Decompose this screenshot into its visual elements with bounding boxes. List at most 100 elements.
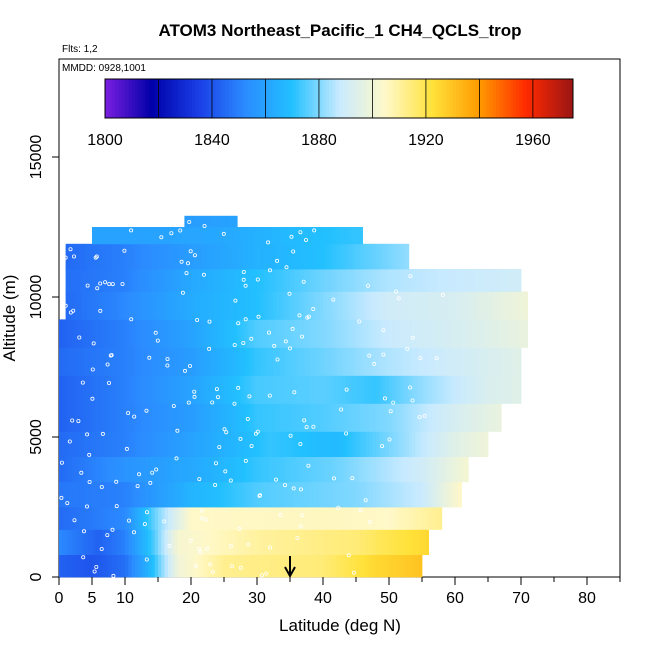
heatmap-cell	[481, 375, 486, 404]
heatmap-cell	[154, 431, 159, 457]
heatmap-cell	[365, 529, 370, 555]
heatmap-cell	[336, 456, 340, 483]
heatmap-cell	[134, 456, 139, 483]
colorbar-swatch	[402, 79, 407, 118]
heatmap-cell	[270, 269, 274, 292]
colorbar-swatch	[539, 79, 544, 118]
heatmap-cell	[431, 375, 436, 404]
heatmap-cell	[474, 269, 479, 292]
heatmap-cell	[65, 319, 70, 348]
heatmap-cell	[316, 291, 321, 320]
heatmap-cell	[207, 243, 212, 270]
heatmap-cell	[240, 403, 245, 432]
heatmap-cell	[224, 243, 228, 270]
heatmap-cell	[266, 375, 271, 404]
heatmap-cell	[214, 243, 218, 270]
observation-point	[81, 555, 86, 560]
heatmap-cell	[194, 507, 198, 530]
heatmap-cell	[405, 243, 410, 270]
heatmap-cell	[204, 431, 208, 457]
heatmap-cell	[204, 319, 208, 348]
observation-point	[169, 231, 174, 236]
colorbar-swatch	[569, 79, 574, 118]
heatmap-cell	[197, 319, 202, 348]
heatmap-cell	[253, 403, 258, 432]
heatmap-cell	[128, 481, 132, 508]
heatmap-cell	[233, 481, 238, 508]
heatmap-cell	[237, 319, 241, 348]
heatmap-cell	[217, 291, 222, 320]
observation-point	[155, 338, 160, 343]
heatmap-cell	[191, 554, 195, 578]
heatmap-cell	[349, 481, 354, 508]
heatmap-cell	[224, 403, 228, 432]
heatmap-cell	[263, 529, 268, 555]
heatmap-cell	[415, 431, 420, 457]
heatmap-cell	[435, 456, 439, 483]
heatmap-cell	[484, 375, 489, 404]
colorbar-swatch	[225, 79, 230, 118]
heatmap-cell	[438, 291, 443, 320]
heatmap-cell	[392, 431, 396, 457]
heatmap-cell	[273, 227, 278, 245]
observation-point	[233, 298, 238, 303]
colorbar-swatch	[439, 79, 444, 118]
observation-point	[210, 400, 215, 405]
heatmap-cell	[352, 269, 357, 292]
heatmap-cell	[385, 291, 390, 320]
heatmap-cell	[164, 269, 169, 292]
heatmap-cell	[88, 291, 93, 320]
heatmap-cell	[164, 291, 169, 320]
heatmap-cell	[210, 456, 215, 483]
heatmap-cell	[125, 554, 129, 578]
heatmap-cell	[488, 269, 492, 292]
heatmap-cell	[85, 481, 90, 508]
heatmap-cell	[339, 481, 344, 508]
heatmap-cell	[398, 456, 403, 483]
observation-point	[243, 283, 248, 288]
heatmap-cell	[194, 456, 198, 483]
heatmap-cell	[273, 291, 278, 320]
heatmap-cell	[392, 481, 396, 508]
heatmap-cell	[359, 481, 363, 508]
observation-point	[346, 553, 351, 558]
observation-point	[290, 326, 295, 331]
observation-point	[298, 230, 303, 235]
heatmap-cell	[148, 456, 152, 483]
heatmap-cell	[316, 481, 321, 508]
heatmap-cell	[316, 347, 321, 376]
heatmap-cell	[290, 431, 294, 457]
heatmap-cell	[445, 431, 449, 457]
heatmap-cell	[184, 269, 189, 292]
heatmap-cell	[342, 403, 347, 432]
heatmap-cell	[158, 243, 162, 270]
heatmap-cell	[217, 347, 222, 376]
heatmap-cell	[134, 319, 139, 348]
heatmap-cell	[247, 227, 251, 245]
heatmap-cell	[266, 431, 271, 457]
observation-point	[221, 231, 226, 236]
heatmap-cell	[303, 375, 307, 404]
heatmap-cell	[296, 456, 301, 483]
heatmap-cell	[260, 529, 264, 555]
heatmap-cell	[385, 554, 390, 578]
colorbar-swatch	[328, 79, 333, 118]
heatmap-cell	[445, 375, 449, 404]
heatmap-cell	[62, 529, 66, 555]
observation-point	[291, 486, 296, 491]
heatmap-cell	[306, 481, 311, 508]
colorbar-swatch	[181, 79, 186, 118]
heatmap-cell	[362, 291, 367, 320]
heatmap-cell	[484, 403, 489, 432]
heatmap-cell	[481, 291, 486, 320]
heatmap-cell	[491, 347, 495, 376]
observation-point	[59, 495, 64, 500]
heatmap-cell	[418, 431, 423, 457]
heatmap-cell	[240, 243, 245, 270]
heatmap-cell	[332, 227, 337, 245]
heatmap-cell	[425, 431, 429, 457]
heatmap-cell	[224, 456, 228, 483]
heatmap-cell	[375, 529, 380, 555]
colorbar-swatch	[111, 79, 116, 118]
heatmap-cell	[507, 319, 512, 348]
